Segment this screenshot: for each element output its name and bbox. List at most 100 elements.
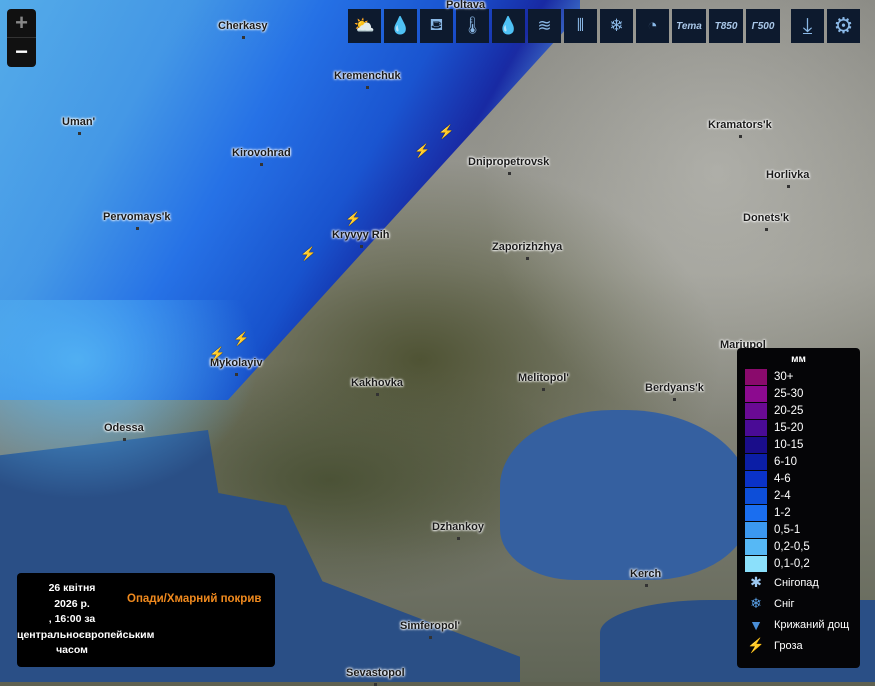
lightning-icon: ⚡ bbox=[233, 331, 250, 346]
legend-swatch bbox=[745, 470, 767, 487]
legend-item: 15-20 bbox=[742, 419, 855, 436]
city-label: Kerch bbox=[630, 568, 662, 587]
legend-swatch bbox=[745, 419, 767, 436]
zoom-in-button[interactable]: + bbox=[7, 9, 36, 38]
settings-button[interactable]: ⚙ bbox=[827, 9, 860, 43]
t850-button[interactable]: T850 bbox=[709, 9, 743, 43]
pressure-button[interactable]: ◔ bbox=[636, 9, 669, 43]
legend-item: 30+ bbox=[742, 368, 855, 385]
city-label: Simferopol' bbox=[400, 620, 461, 639]
legend-type: ⚡ Гроза bbox=[742, 635, 855, 656]
legend-swatch bbox=[745, 504, 767, 521]
lightning-icon: ⚡ bbox=[300, 246, 317, 261]
legend-label: 0,5-1 bbox=[774, 523, 801, 536]
city-label: Odessa bbox=[104, 422, 144, 441]
legend-label: 15-20 bbox=[774, 421, 804, 434]
lightning-icon: ⚡ bbox=[438, 124, 455, 139]
legend-swatch bbox=[745, 368, 767, 385]
sea-of-azov bbox=[500, 410, 750, 580]
legend-label: 4-6 bbox=[774, 472, 791, 485]
city-label: Donets'k bbox=[743, 212, 790, 231]
legend-item: 20-25 bbox=[742, 402, 855, 419]
legend-swatch bbox=[745, 402, 767, 419]
precip-area bbox=[0, 0, 580, 400]
wind-button[interactable]: ≋ bbox=[528, 9, 561, 43]
city-label: Sevastopol bbox=[346, 667, 405, 686]
legend-item: 6-10 bbox=[742, 453, 855, 470]
legend-item: 25-30 bbox=[742, 385, 855, 402]
freezing-rain-icon: ▼ bbox=[749, 616, 763, 633]
layer-title: Опади/Хмарний покрив bbox=[127, 593, 262, 605]
lightning-icon: ⚡ bbox=[209, 346, 226, 361]
lightning-icon: ⚡ bbox=[747, 637, 765, 653]
city-label: Dzhankoy bbox=[432, 521, 484, 540]
city-label: Horlivka bbox=[766, 169, 810, 188]
bucket-icon: ⛾ bbox=[429, 15, 444, 34]
legend-type: ❄ Сніг bbox=[742, 593, 855, 614]
snow-button[interactable]: ❄ bbox=[600, 9, 633, 43]
g500-button[interactable]: Г500 bbox=[746, 9, 780, 43]
download-button[interactable]: ⤓ bbox=[791, 9, 824, 43]
legend-item: 0,2-0,5 bbox=[742, 538, 855, 555]
theta-button[interactable]: Тета bbox=[672, 9, 706, 43]
city-label: Poltava bbox=[446, 0, 486, 11]
legend-swatch bbox=[745, 521, 767, 538]
legend-label: 6-10 bbox=[774, 455, 798, 468]
legend-label: 30+ bbox=[774, 370, 794, 383]
city-label: Kremenchuk bbox=[334, 70, 401, 89]
thermometer-icon: 🌡 bbox=[461, 16, 484, 35]
legend-swatch bbox=[745, 555, 767, 572]
legend-item: 2-4 bbox=[742, 487, 855, 504]
city-label: Mykolayiv bbox=[210, 357, 263, 376]
gear-icon: ⚙ bbox=[833, 13, 854, 38]
info-panel: 26 квітня 2026 р. , 16:00 за центральноє… bbox=[17, 573, 275, 667]
city-label: Pervomays'k bbox=[103, 211, 171, 230]
dew-point-button[interactable]: 💧 bbox=[492, 9, 525, 43]
city-label: Kakhovka bbox=[351, 377, 403, 396]
precip-cloud-button[interactable]: ⛅ bbox=[348, 9, 381, 43]
legend-item: 10-15 bbox=[742, 436, 855, 453]
legend-item: 1-2 bbox=[742, 504, 855, 521]
city-label: Cherkasy bbox=[218, 20, 268, 39]
zoom-out-button[interactable]: − bbox=[15, 39, 28, 64]
date-line: центральноєвропейським bbox=[17, 628, 155, 641]
city-label: Dnipropetrovsk bbox=[468, 156, 550, 175]
date-line: 2026 р. bbox=[54, 597, 90, 610]
legend-type: ▼ Крижаний дощ bbox=[742, 614, 855, 635]
forecast-time: 26 квітня 2026 р. , 16:00 за центральноє… bbox=[17, 573, 155, 667]
legend-unit: мм bbox=[791, 354, 806, 365]
legend-label: 25-30 bbox=[774, 387, 804, 400]
legend-label: Гроза bbox=[774, 639, 803, 652]
lightning-icon: ⚡ bbox=[345, 211, 362, 226]
legend-label: Крижаний дощ bbox=[774, 618, 850, 631]
legend-swatch bbox=[745, 453, 767, 470]
legend-label: 10-15 bbox=[774, 438, 804, 451]
legend: мм 30+ 25-30 20-25 15-20 10-15 6-10 4-6 2-4 1-2 0… bbox=[737, 348, 860, 668]
download-icon: ⤓ bbox=[802, 13, 813, 38]
date-line: , 16:00 за bbox=[48, 613, 96, 625]
city-label: Kryvyy Rih bbox=[332, 229, 390, 248]
legend-item: 0,1-0,2 bbox=[742, 555, 855, 572]
wind-gust-button[interactable]: ⫴ bbox=[564, 9, 597, 43]
legend-label: 2-4 bbox=[774, 489, 791, 502]
lightning-icon: ⚡ bbox=[414, 143, 431, 158]
legend-swatch bbox=[745, 538, 767, 555]
legend-item: 0,5-1 bbox=[742, 521, 855, 538]
city-label: Zaporizhzhya bbox=[492, 241, 563, 260]
temperature-button[interactable]: 🌡 bbox=[456, 9, 489, 43]
city-label: Berdyans'k bbox=[645, 382, 704, 401]
wind-icon: ≋ bbox=[537, 16, 552, 35]
accumulated-precip-button[interactable]: ⛾ bbox=[420, 9, 453, 43]
snowflake-icon: ❄ bbox=[609, 16, 624, 35]
precip-button[interactable]: 💧 bbox=[384, 9, 417, 43]
legend-label: 20-25 bbox=[774, 404, 804, 417]
wind-gust-icon: ⫴ bbox=[576, 16, 585, 35]
snowflake-icon: ✱ bbox=[750, 574, 762, 590]
city-label: Kirovohrad bbox=[232, 147, 291, 166]
cloud-rain-sun-icon: ⛅ bbox=[353, 16, 376, 35]
dew-point-icon: 💧 bbox=[497, 16, 520, 35]
pressure-gauge-icon: ◔ bbox=[647, 16, 658, 35]
legend-swatch bbox=[745, 385, 767, 402]
legend-label: 0,2-0,5 bbox=[774, 540, 810, 553]
layer-toolbar: ⛅ 💧 ⛾ 🌡 💧 ≋ ⫴ ❄ ◔ Тета T850 Г500 ⤓ ⚙ bbox=[348, 9, 860, 43]
